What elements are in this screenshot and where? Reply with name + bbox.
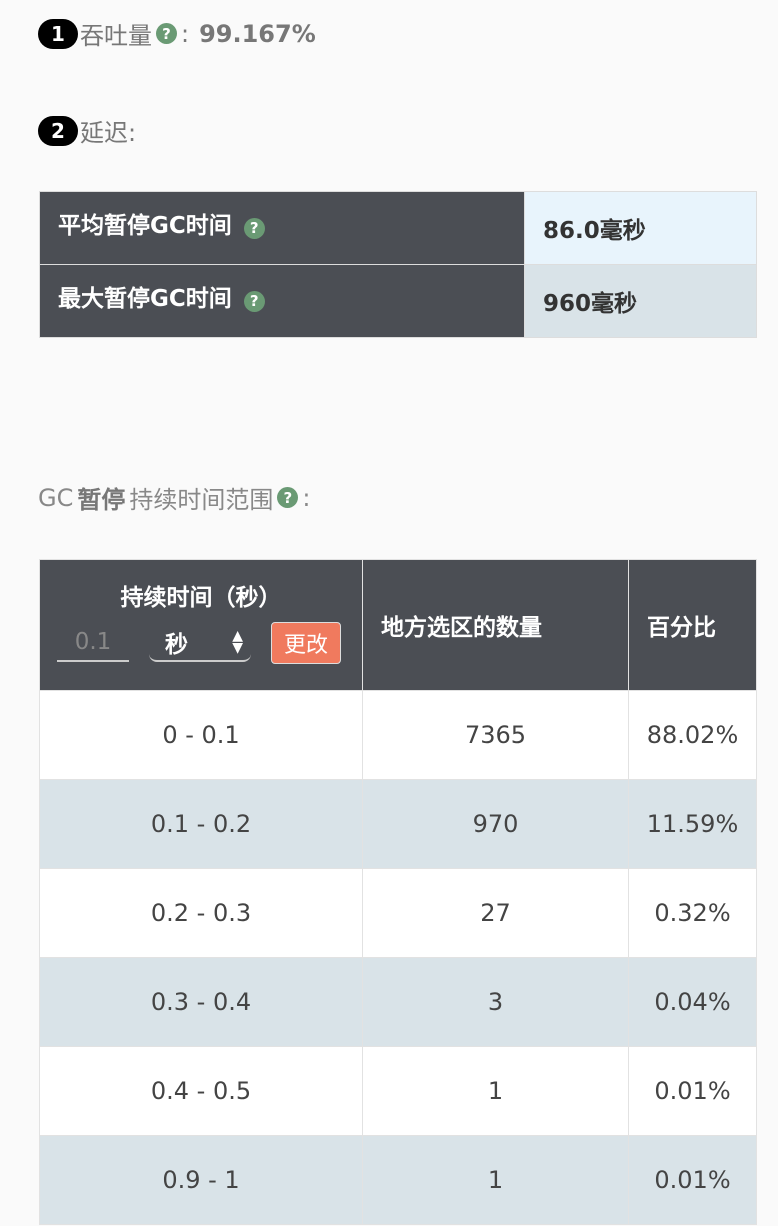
bucket-size-input[interactable]: 0.1: [57, 624, 129, 662]
percent-cell: 0.32%: [628, 868, 757, 958]
percent-cell: 0.01%: [628, 1135, 757, 1225]
percent-cell: 11.59%: [628, 779, 757, 869]
pause-range-table: 持续时间（秒） 0.1 秒 ▲ ▼ 更改 地方选区的数量 百分比 0 - 0.1 …: [39, 559, 757, 1225]
table-row: 最大暂停GC时间 ? 960毫秒: [39, 264, 757, 338]
throughput-metric: 1 吞吐量 ? : 99.167%: [38, 16, 316, 51]
table-row: 0.1 - 0.2 970 11.59%: [39, 779, 757, 869]
step-badge: 2: [38, 115, 78, 146]
help-icon[interactable]: ?: [243, 290, 265, 312]
throughput-value: 99.167%: [199, 19, 316, 48]
avg-pause-value: 86.0毫秒: [524, 191, 757, 265]
change-button[interactable]: 更改: [271, 622, 342, 664]
table-row: 0.3 - 0.4 3 0.04%: [39, 957, 757, 1047]
max-pause-label: 最大暂停GC时间 ?: [39, 264, 525, 338]
range-cell: 0.1 - 0.2: [39, 779, 363, 869]
sort-arrows-icon: ▲ ▼: [232, 628, 243, 656]
table-row: 平均暂停GC时间 ? 86.0毫秒: [39, 191, 757, 265]
range-cell: 0.4 - 0.5: [39, 1046, 363, 1136]
percent-header: 百分比: [628, 559, 757, 691]
percent-cell: 0.01%: [628, 1046, 757, 1136]
table-row: 0.9 - 1 1 0.01%: [39, 1135, 757, 1225]
range-cell: 0.2 - 0.3: [39, 868, 363, 958]
help-icon[interactable]: ?: [277, 487, 299, 508]
latency-heading: 2 延迟:: [38, 113, 136, 148]
duration-header: 持续时间（秒） 0.1 秒 ▲ ▼ 更改: [39, 559, 363, 691]
count-cell: 3: [362, 957, 629, 1047]
table-header-row: 持续时间（秒） 0.1 秒 ▲ ▼ 更改 地方选区的数量 百分比: [39, 559, 757, 691]
help-icon[interactable]: ?: [156, 23, 177, 44]
count-cell: 970: [362, 779, 629, 869]
percent-cell: 88.02%: [628, 690, 757, 780]
max-pause-value: 960毫秒: [524, 264, 757, 338]
count-cell: 7365: [362, 690, 629, 780]
table-row: 0.2 - 0.3 27 0.32%: [39, 868, 757, 958]
table-row: 0.4 - 0.5 1 0.01%: [39, 1046, 757, 1136]
count-cell: 1: [362, 1135, 629, 1225]
count-cell: 27: [362, 868, 629, 958]
count-header: 地方选区的数量: [362, 559, 629, 691]
count-cell: 1: [362, 1046, 629, 1136]
range-cell: 0.9 - 1: [39, 1135, 363, 1225]
help-icon[interactable]: ?: [243, 217, 265, 239]
range-cell: 0.3 - 0.4: [39, 957, 363, 1047]
throughput-label: 吞吐量: [80, 22, 152, 50]
table-row: 0 - 0.1 7365 88.02%: [39, 690, 757, 780]
avg-pause-label: 平均暂停GC时间 ?: [39, 191, 525, 265]
percent-cell: 0.04%: [628, 957, 757, 1047]
bucket-controls: 0.1 秒 ▲ ▼ 更改: [40, 622, 362, 664]
pause-range-title: GC 暂停 持续时间范围 ? :: [38, 483, 311, 515]
unit-select[interactable]: 秒 ▲ ▼: [149, 624, 251, 662]
colon: :: [181, 19, 190, 48]
latency-label: 延迟:: [80, 119, 137, 147]
latency-table: 平均暂停GC时间 ? 86.0毫秒 最大暂停GC时间 ? 960毫秒: [39, 191, 757, 338]
range-cell: 0 - 0.1: [39, 690, 363, 780]
step-badge: 1: [38, 18, 78, 49]
